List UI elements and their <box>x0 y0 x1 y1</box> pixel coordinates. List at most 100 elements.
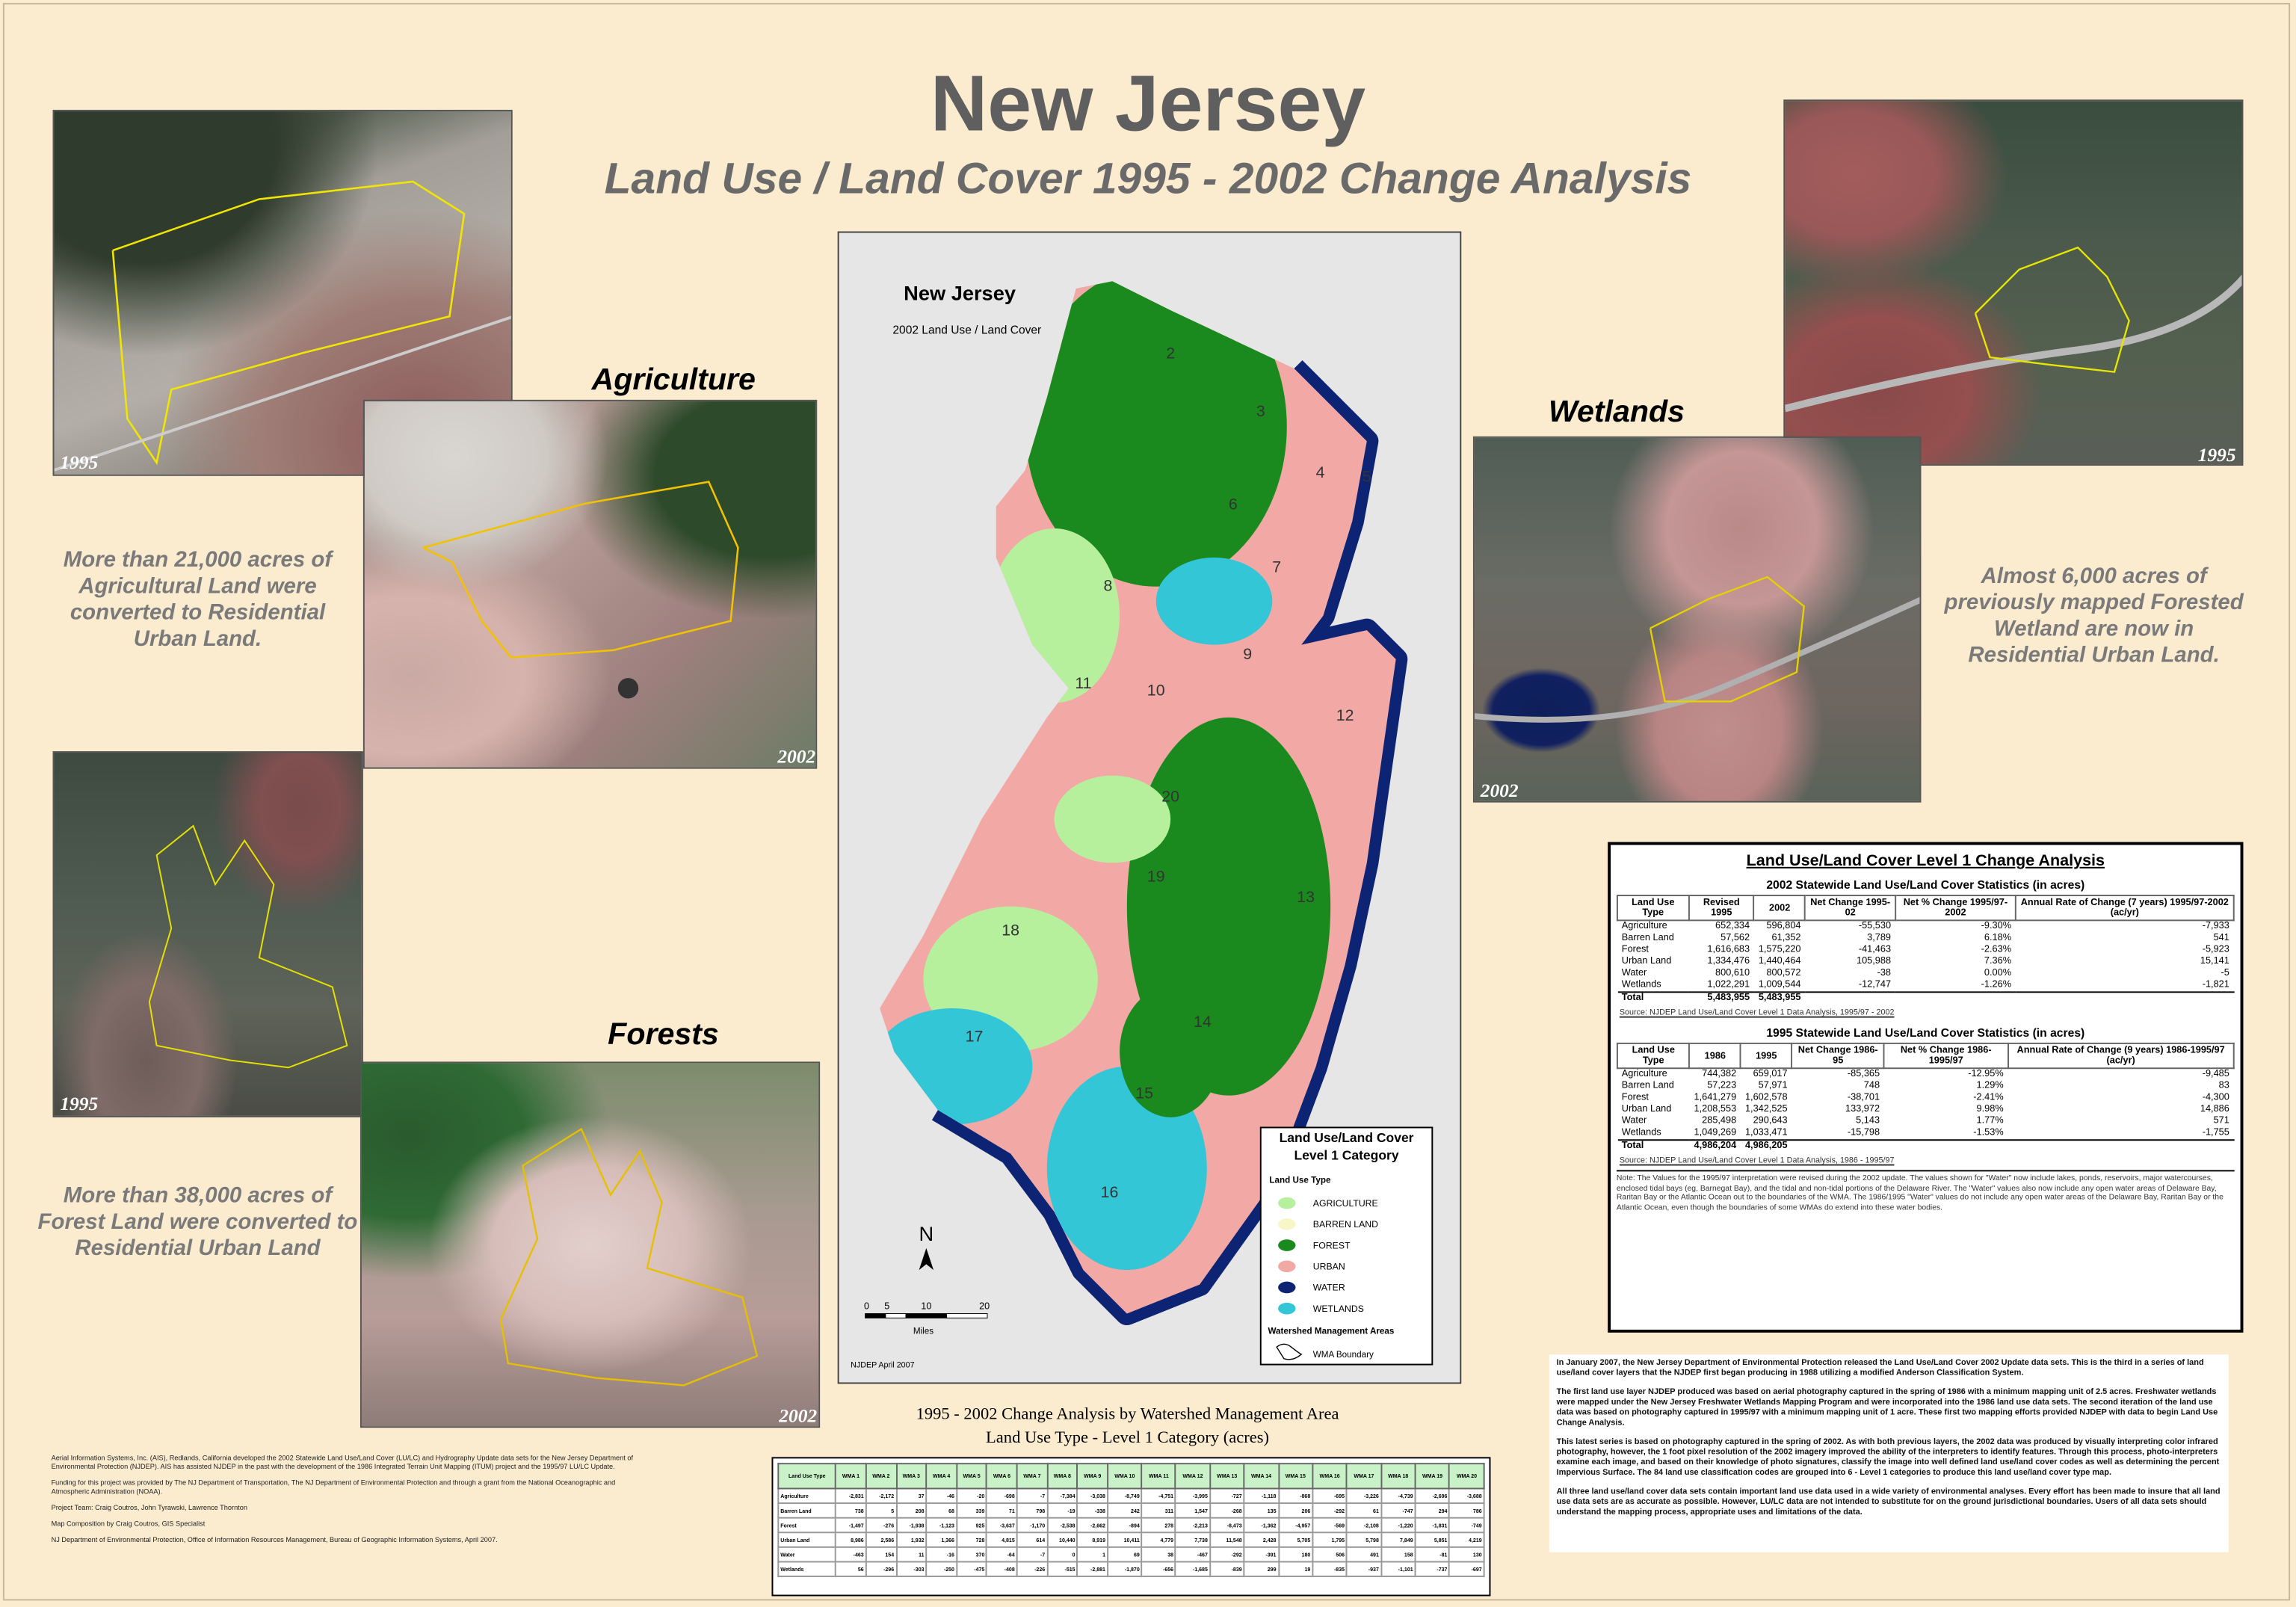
table-cell: 728 <box>955 1532 988 1548</box>
wetlands-photo-1995: 1995 <box>1783 99 2244 466</box>
table-cell: 925 <box>955 1517 988 1534</box>
legend-swatch <box>1278 1239 1296 1251</box>
table-cell: 1 <box>1076 1546 1108 1563</box>
scale-bar: 0 5 10 20 <box>864 1301 990 1318</box>
year-label: 2002 <box>778 1404 817 1426</box>
table-cell: 5,483,955 <box>1753 991 1806 1005</box>
table-cell: 0 <box>1046 1546 1078 1563</box>
road <box>54 315 511 472</box>
table-cell: 61 <box>1346 1502 1382 1519</box>
section-caption: Almost 6,000 acres of previously mapped … <box>1944 564 2244 668</box>
table-cell: 7,738 <box>1175 1532 1211 1548</box>
road <box>1474 596 1920 723</box>
table-cell: 1,547 <box>1175 1502 1211 1519</box>
scale-label: 0 <box>864 1301 869 1312</box>
table-cell: 744,382 <box>1702 1069 1737 1079</box>
table-cell: -2,213 <box>1175 1517 1211 1534</box>
table-cell: 56 <box>835 1561 867 1578</box>
table-cell: -5,923 <box>2202 944 2229 955</box>
column-header: 2002 <box>1753 895 1806 922</box>
table-cell: -698 <box>986 1487 1018 1505</box>
stats-tables: 2002 Statewide Land Use/Land Cover Stati… <box>1616 879 2235 1166</box>
column-header: WMA 2 <box>865 1463 898 1490</box>
credit-paragraph: Aerial Information Systems, Inc. (AIS), … <box>51 1454 634 1471</box>
year-label: 1995 <box>60 451 98 473</box>
table-cell: -2,662 <box>1076 1517 1108 1534</box>
table-cell: 4,815 <box>986 1532 1018 1548</box>
table-row: Water 800,610 800,572 -38 0.00% -5 <box>1617 968 2234 980</box>
table-cell: -38,701 <box>1847 1092 1880 1103</box>
legend-label: FOREST <box>1313 1240 1351 1250</box>
table-row: Water 285,498 290,643 5,143 1.77% 571 <box>1617 1116 2234 1128</box>
forest-area <box>1120 986 1222 1117</box>
table-row: Wetlands 56 -296 -303 -250 -475 -408 -226 -515 -2… <box>777 1561 1485 1578</box>
column-header: WMA 7 <box>1016 1463 1049 1490</box>
table-cell: -9.30% <box>1981 921 2012 932</box>
table-cell: 11 <box>895 1546 928 1563</box>
credit-paragraph: Project Team: Craig Coutros, John Tyraws… <box>51 1504 247 1511</box>
table-cell: -408 <box>986 1561 1018 1578</box>
table-cell: -3,038 <box>1076 1487 1108 1505</box>
wma-number: 10 <box>1147 682 1165 700</box>
road <box>1785 274 2242 413</box>
table-cell: 285,498 <box>1702 1115 1737 1126</box>
table-cell: 798 <box>1016 1502 1049 1519</box>
table-cell: 1,049,269 <box>1694 1127 1737 1138</box>
legend-title: Level 1 Category <box>1294 1147 1399 1162</box>
table-cell: -38 <box>1877 968 1892 978</box>
table-cell: 541 <box>2213 932 2229 943</box>
wma-number: 13 <box>1297 888 1315 906</box>
table-cell: Forest <box>1621 1092 1649 1103</box>
change-outline <box>148 824 348 1069</box>
wma-boundary-symbol <box>1276 1343 1303 1360</box>
table-cell: 130 <box>1448 1546 1485 1563</box>
table-cell: -16 <box>925 1546 957 1563</box>
table-cell: -8,749 <box>1106 1487 1143 1505</box>
table-cell: 370 <box>955 1546 988 1563</box>
table-cell: -9,485 <box>2202 1069 2229 1079</box>
stats-table: Land Use Type Revised 1995 2002 Net Change … <box>1616 895 2235 1005</box>
table-cell: 4,219 <box>1448 1532 1485 1548</box>
table-cell: 6.18% <box>1984 932 2012 943</box>
wma-number: 20 <box>1161 788 1179 806</box>
table-cell: -1,170 <box>1016 1517 1049 1534</box>
table-cell: 5,483,955 <box>1688 991 1754 1005</box>
legend-items: AGRICULTURE BARREN LAND FOREST URBAN WATER WE… <box>1278 1197 1378 1315</box>
table-cell: 3,789 <box>1867 932 1892 943</box>
table-cell: 0.00% <box>1984 968 2012 978</box>
column-header: WMA 12 <box>1175 1463 1211 1490</box>
column-header: WMA 10 <box>1106 1463 1143 1490</box>
table-cell: 5,143 <box>1856 1115 1880 1126</box>
legend-label: WATER <box>1313 1283 1345 1293</box>
table-cell: -1,362 <box>1243 1517 1280 1534</box>
table-cell: -2,831 <box>835 1487 867 1505</box>
table-cell: 299 <box>1243 1561 1280 1578</box>
wma-number: 15 <box>1135 1085 1153 1102</box>
table-cell: 83 <box>2218 1080 2229 1091</box>
column-header: Land Use Type <box>1616 1042 1691 1070</box>
table-cell: -7,384 <box>1046 1487 1078 1505</box>
table-row: Urban Land 1,208,553 1,342,525 133,972 9.98%… <box>1617 1104 2234 1116</box>
table-cell: 659,017 <box>1753 1069 1788 1079</box>
table-cell: 614 <box>1016 1532 1049 1548</box>
table-cell: -81 <box>1414 1546 1451 1563</box>
table-cell: 11,548 <box>1209 1532 1245 1548</box>
table-cell: -2,881 <box>1076 1561 1108 1578</box>
header-row: Land Use Type WMA 1 WMA 2 WMA 3 WMA 4 WMA 5 WM… <box>777 1463 1485 1490</box>
table-cell: 57,223 <box>1707 1080 1737 1091</box>
table-cell: 1.77% <box>1976 1115 2004 1126</box>
table-cell: 14,886 <box>2200 1104 2229 1114</box>
column-header: WMA 4 <box>925 1463 957 1490</box>
table-cell <box>1805 991 1895 1005</box>
table-row: Forest 1,616,683 1,575,220 -41,463 -2.63% -5,… <box>1617 945 2234 957</box>
table-row: Forest 1,641,279 1,602,578 -38,701 -2.41% -4,… <box>1617 1093 2234 1105</box>
table-cell: 491 <box>1346 1546 1382 1563</box>
table-cell: 5 <box>865 1502 898 1519</box>
wma-table: Land Use Type WMA 1 WMA 2 WMA 3 WMA 4 WMA 5 WM… <box>777 1463 1485 1578</box>
table-cell: -697 <box>1448 1561 1485 1578</box>
table-cell: -3,226 <box>1346 1487 1382 1505</box>
table-row: Urban Land 8,986 2,586 1,932 1,366 728 4,815 61… <box>777 1532 1485 1548</box>
credit-paragraph: NJ Department of Environmental Protectio… <box>51 1536 498 1543</box>
table-cell <box>2008 1139 2234 1153</box>
table-cell: 1,366 <box>925 1532 957 1548</box>
